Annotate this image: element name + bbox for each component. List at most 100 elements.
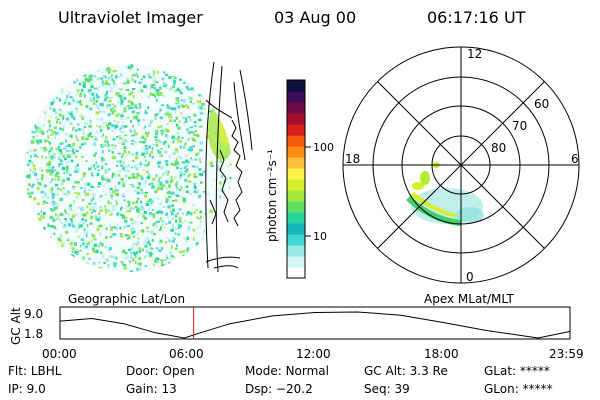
speckle [92,99,96,104]
speckle [129,105,133,107]
speckle [193,185,197,190]
speckle [122,155,124,158]
speckle [54,136,57,140]
speckle [59,159,62,162]
speckle [69,134,73,138]
speckle [99,110,102,113]
speckle [92,250,96,253]
speckle [185,85,189,89]
speckle [132,79,135,81]
speckle [115,200,118,202]
speckle [82,130,85,134]
speckle [158,187,161,190]
speckle [91,239,93,243]
speckle [86,243,90,247]
speckle [83,207,85,211]
speckle [209,161,213,165]
speckle [217,165,219,168]
speckle [95,152,97,155]
speckle [183,173,185,176]
speckle [75,196,79,200]
speckle [114,126,117,130]
speckle [164,141,167,144]
speckle [129,209,131,212]
speckle [123,199,126,202]
speckle [62,179,66,183]
speckle [143,216,148,220]
speckle [142,182,147,185]
speckle [144,254,148,257]
speckle [77,235,80,238]
speckle [112,145,116,149]
speckle [145,170,149,174]
speckle [164,145,167,148]
colorbar-swatch [287,223,305,235]
speckle [157,126,161,129]
speckle [165,134,168,138]
speckle [196,100,199,104]
speckle [118,87,120,90]
speckle [130,252,132,254]
speckle [71,97,74,100]
speckle [135,106,137,109]
speckle [90,217,93,220]
speckle [208,110,212,113]
speckle [54,157,57,159]
speckle [129,183,133,186]
speckle [160,148,163,150]
speckle [68,102,71,105]
speckle [38,167,41,171]
speckle [115,93,118,96]
speckle [106,178,109,182]
speckle [129,129,132,133]
speckle [199,106,203,110]
speckle [151,155,154,159]
speckle [176,132,179,135]
speckle [57,147,60,150]
speckle [143,194,148,198]
speckle [54,111,58,115]
speckle [125,175,128,178]
speckle [145,159,147,162]
speckle [30,191,34,195]
speckle [168,239,171,243]
speckle [172,200,175,202]
speckle [106,145,109,148]
speckle [135,72,138,75]
speckle [65,167,69,170]
speckle [106,127,110,130]
speckle [126,104,130,108]
speckle [156,257,160,261]
speckle [99,117,104,122]
speckle [88,167,92,171]
speckle [123,82,126,85]
speckle [67,111,71,114]
colorbar [286,79,306,279]
speckle [144,133,147,137]
filter-label: Flt: [8,364,27,378]
speckle [155,260,159,263]
speckle [64,211,68,214]
speckle [118,130,122,133]
speckle [62,241,66,246]
speckle [70,254,74,257]
speckle [89,77,93,81]
speckle [137,90,141,93]
speckle [159,108,162,112]
speckle [182,116,186,120]
speckle [135,117,138,120]
speckle [172,164,176,167]
speckle [119,226,122,230]
speckle [180,186,183,190]
speckle [167,111,170,114]
speckle [184,220,187,222]
speckle [99,216,101,220]
speckle [95,161,98,165]
speckle [88,92,91,95]
speckle [184,178,188,182]
speckle [130,228,133,232]
speckle [189,117,193,120]
speckle [95,131,99,134]
speckle [81,128,85,132]
colorbar-swatch [287,113,305,125]
